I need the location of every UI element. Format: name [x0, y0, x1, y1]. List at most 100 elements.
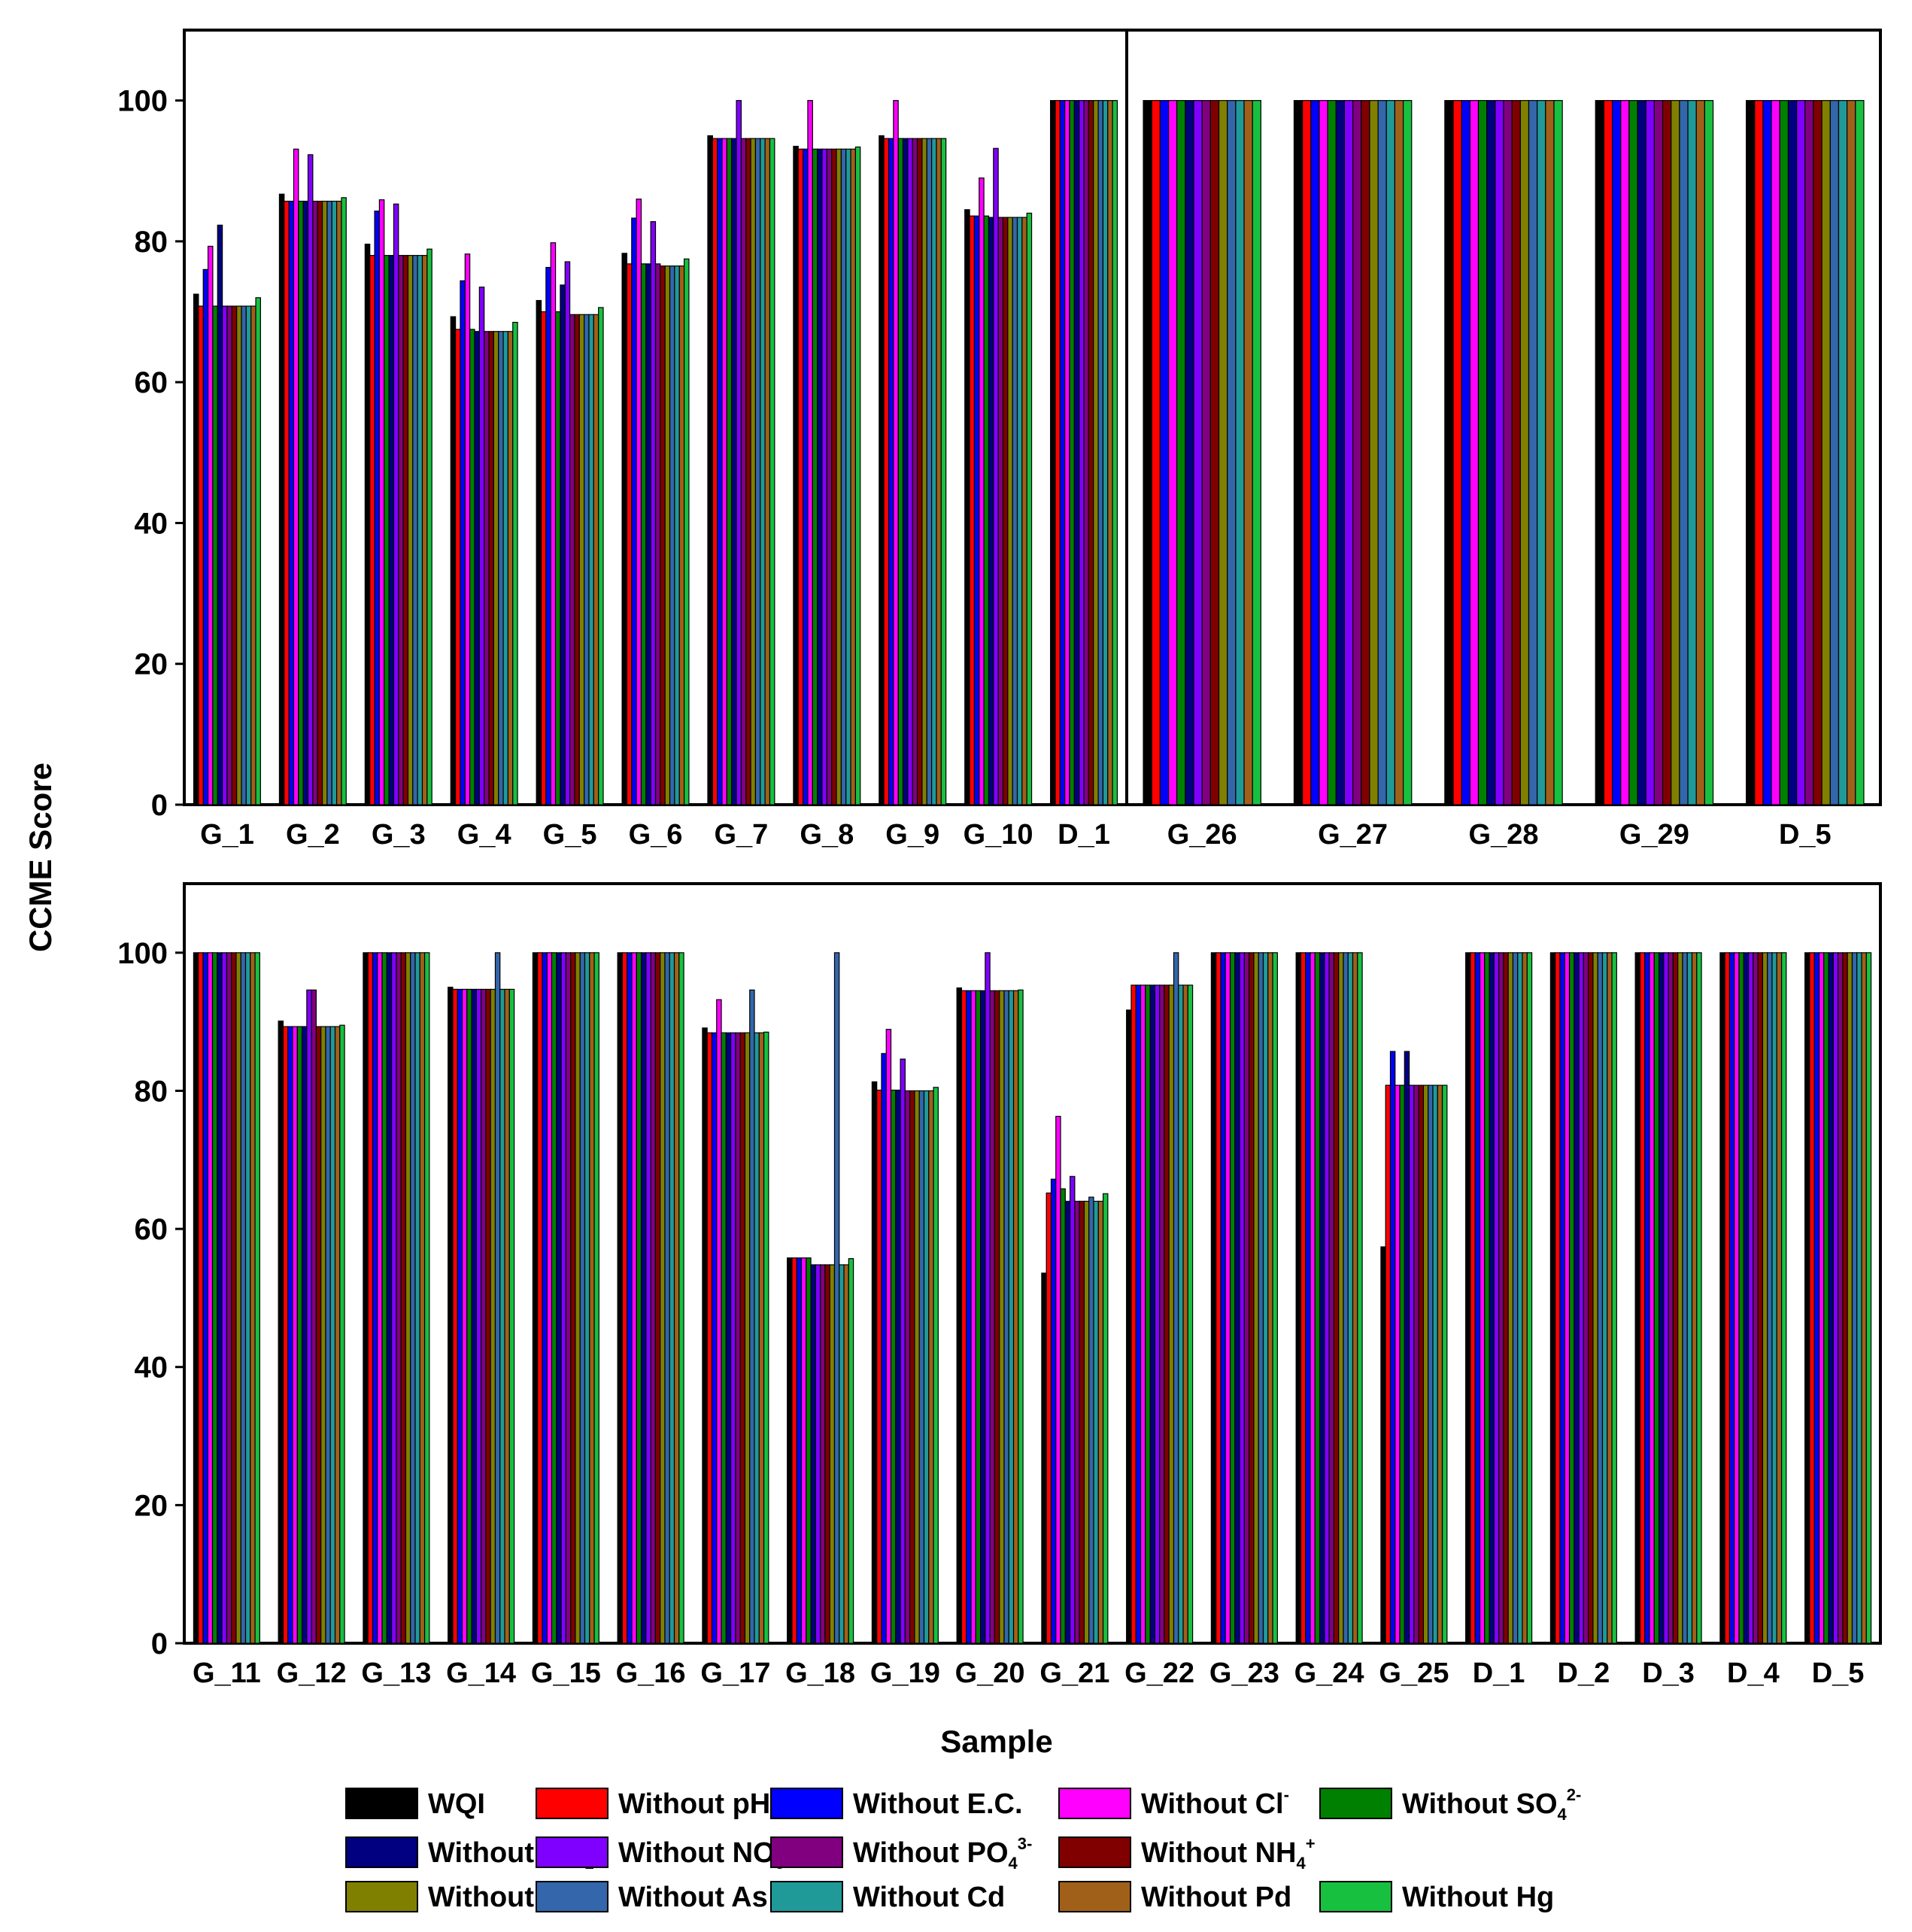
bar: [584, 314, 590, 805]
bar: [1677, 952, 1683, 1644]
bar: [245, 305, 252, 805]
bar: [769, 138, 775, 805]
bar: [979, 177, 985, 805]
bar: [1243, 100, 1253, 805]
bar: [1804, 952, 1810, 1644]
bar: [843, 1264, 849, 1644]
bar: [1343, 100, 1354, 805]
bar: [193, 952, 199, 1644]
legend-label: WQI: [428, 1788, 485, 1820]
bar: [372, 952, 378, 1644]
bar: [1167, 100, 1178, 805]
bar: [584, 952, 590, 1644]
legend-label: Without E.C.: [853, 1788, 1023, 1820]
bar: [1568, 952, 1575, 1644]
bar: [881, 1053, 887, 1644]
bar: [1088, 1197, 1094, 1644]
bar: [407, 255, 414, 805]
bar: [1227, 100, 1237, 805]
category-label: G_21: [1039, 1658, 1109, 1689]
bar: [545, 266, 551, 805]
bar: [1832, 952, 1839, 1644]
bar: [278, 193, 285, 805]
bar: [791, 1257, 797, 1644]
y-tick-label: 100: [117, 85, 168, 118]
bar: [448, 987, 454, 1644]
bar: [1493, 952, 1500, 1644]
bar: [1653, 952, 1660, 1644]
category-label: G_5: [543, 819, 597, 851]
bar: [202, 268, 209, 805]
category-label: D_5: [1779, 819, 1832, 851]
bar: [244, 952, 251, 1644]
legend-label-subscript: 4: [1558, 1805, 1568, 1824]
category-label: G_19: [870, 1658, 940, 1689]
category-label: D_2: [1558, 1658, 1610, 1689]
bar: [212, 305, 218, 805]
bar: [926, 138, 933, 805]
bar: [1687, 100, 1697, 805]
legend-label-superscript: 2-: [1567, 1785, 1582, 1804]
bar: [474, 331, 480, 805]
bar: [999, 990, 1005, 1644]
bar: [1102, 100, 1109, 805]
bar: [452, 988, 458, 1644]
bar: [312, 200, 318, 805]
y-tick-label: 60: [135, 366, 168, 399]
bar: [1470, 952, 1476, 1644]
category-label: G_23: [1209, 1658, 1279, 1689]
bar: [1779, 100, 1789, 805]
bar: [1813, 100, 1822, 805]
bar: [763, 1031, 769, 1644]
bar: [1361, 100, 1370, 805]
bar: [579, 952, 586, 1644]
bar: [787, 1257, 793, 1644]
bar: [1595, 100, 1605, 805]
bar: [1771, 100, 1780, 805]
bar: [1512, 952, 1519, 1644]
bar: [405, 952, 411, 1644]
bar: [593, 314, 599, 805]
bar: [1229, 952, 1236, 1644]
legend-swatch: [345, 1788, 418, 1819]
bar: [1498, 952, 1504, 1644]
bar: [627, 952, 633, 1644]
bar: [678, 265, 685, 805]
bar: [979, 990, 986, 1644]
bar: [1679, 100, 1689, 805]
bar: [964, 209, 970, 805]
legend-label-text: Without Cl: [1141, 1788, 1284, 1820]
bar: [1079, 100, 1085, 805]
bar: [735, 1032, 741, 1644]
x-axis-title: Sample: [940, 1724, 1052, 1759]
bar: [617, 952, 624, 1644]
bar: [1469, 100, 1480, 805]
bar: [1691, 952, 1698, 1644]
bar: [1069, 1175, 1076, 1644]
bar: [975, 990, 982, 1644]
bar: [1352, 100, 1362, 805]
bar: [626, 263, 633, 805]
bar: [302, 200, 309, 805]
bar: [1143, 100, 1152, 805]
bar: [1002, 217, 1009, 805]
bar: [1559, 952, 1565, 1644]
bar: [1305, 952, 1311, 1644]
bar: [928, 1090, 934, 1644]
bar: [254, 952, 260, 1644]
bar: [726, 138, 733, 805]
bar: [725, 1032, 732, 1644]
bar: [1583, 952, 1589, 1644]
bar: [466, 988, 472, 1644]
bar: [711, 1032, 718, 1644]
bar: [1746, 100, 1756, 805]
bar: [1413, 1084, 1419, 1644]
y-tick-label: 80: [135, 226, 168, 259]
bar: [1672, 952, 1679, 1644]
bar: [378, 199, 385, 805]
bar: [1335, 100, 1346, 805]
bar: [1176, 100, 1186, 805]
category-label: G_17: [700, 1658, 770, 1689]
plot-frame-2: [183, 882, 1882, 1645]
bar: [1838, 952, 1844, 1644]
